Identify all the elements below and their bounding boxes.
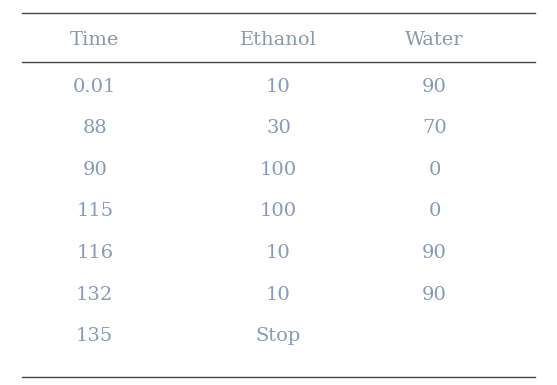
Text: 100: 100	[260, 203, 297, 220]
Text: 90: 90	[422, 78, 447, 95]
Text: Time: Time	[70, 32, 119, 49]
Text: 100: 100	[260, 161, 297, 179]
Text: 132: 132	[76, 286, 113, 303]
Text: 88: 88	[82, 119, 107, 137]
Text: 90: 90	[422, 244, 447, 262]
Text: Ethanol: Ethanol	[240, 32, 317, 49]
Text: 10: 10	[266, 286, 291, 303]
Text: 90: 90	[422, 286, 447, 303]
Text: 135: 135	[76, 327, 113, 345]
Text: 0: 0	[428, 161, 441, 179]
Text: 0.01: 0.01	[73, 78, 116, 95]
Text: Water: Water	[405, 32, 464, 49]
Text: 10: 10	[266, 244, 291, 262]
Text: 0: 0	[428, 203, 441, 220]
Text: 10: 10	[266, 78, 291, 95]
Text: 90: 90	[82, 161, 107, 179]
Text: 116: 116	[76, 244, 113, 262]
Text: 115: 115	[76, 203, 113, 220]
Text: 70: 70	[422, 119, 447, 137]
Text: 30: 30	[266, 119, 291, 137]
Text: Stop: Stop	[256, 327, 301, 345]
